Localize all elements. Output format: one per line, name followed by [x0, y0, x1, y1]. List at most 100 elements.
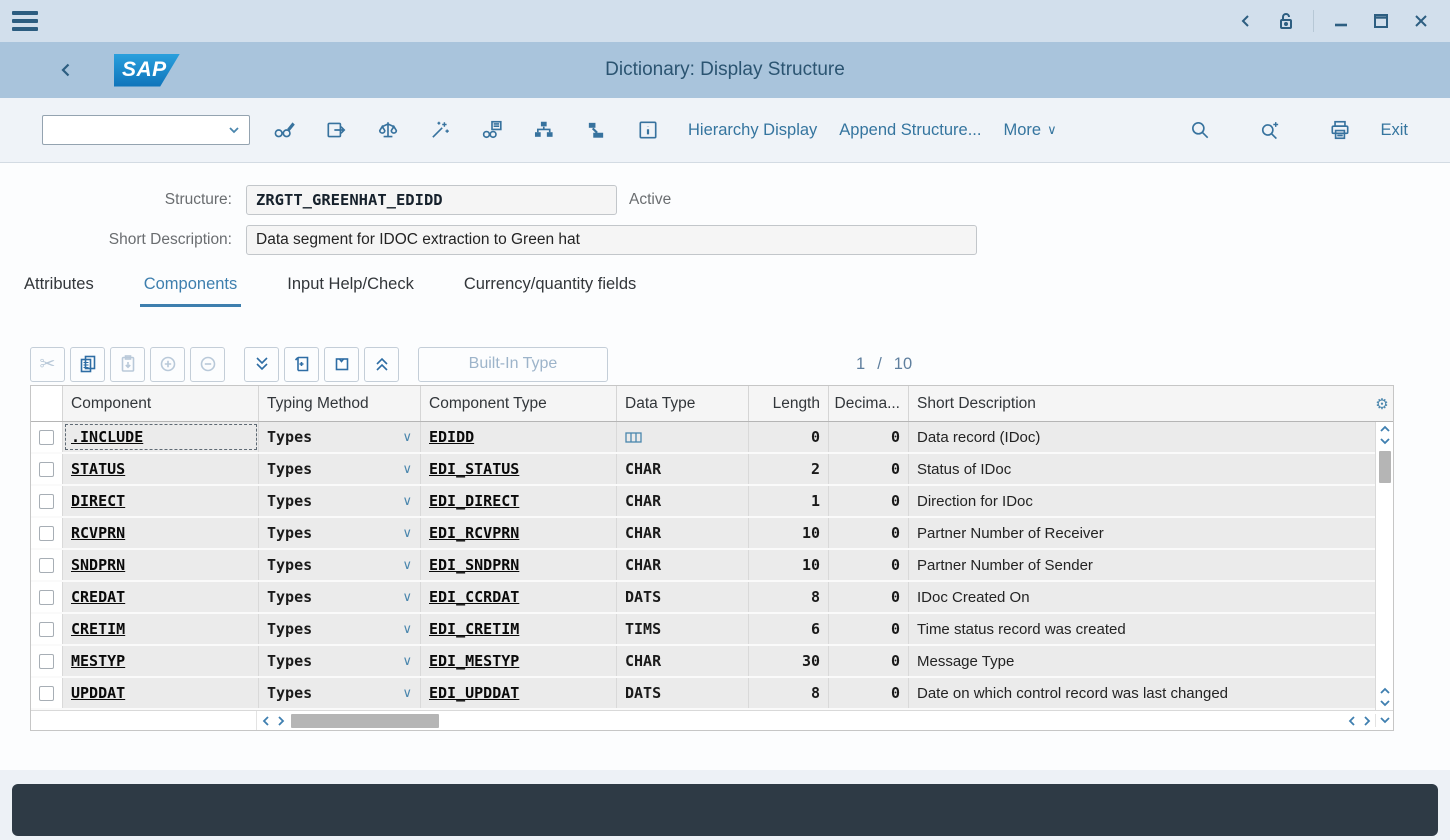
- table-row[interactable]: RCVPRN Types ∨ EDI_RCVPRN CHAR 10 0 Partn…: [31, 518, 1375, 550]
- tab-attributes[interactable]: Attributes: [24, 275, 94, 293]
- maximize-icon[interactable]: [1368, 8, 1394, 34]
- table-row[interactable]: MESTYP Types ∨ EDI_MESTYP CHAR 30 0 Messa…: [31, 646, 1375, 678]
- unlock-icon[interactable]: [1273, 8, 1299, 34]
- back-button[interactable]: [52, 56, 80, 84]
- typing-method-cell[interactable]: Types ∨: [259, 422, 421, 452]
- vertical-scrollbar[interactable]: [1375, 422, 1393, 710]
- row-checkbox[interactable]: [39, 589, 54, 605]
- more-button[interactable]: More ∨: [1003, 120, 1057, 139]
- table-settings-button[interactable]: ⚙: [1372, 386, 1392, 421]
- display-change-icon[interactable]: [266, 112, 302, 148]
- tab-input-help-check[interactable]: Input Help/Check: [287, 275, 414, 293]
- component-link[interactable]: CRETIM: [71, 620, 126, 638]
- component-link[interactable]: STATUS: [71, 460, 126, 478]
- minimize-icon[interactable]: [1328, 8, 1354, 34]
- component-link[interactable]: MESTYP: [71, 652, 126, 670]
- table-row[interactable]: CRETIM Types ∨ EDI_CRETIM TIMS 6 0 Time s…: [31, 614, 1375, 646]
- component-link[interactable]: RCVPRN: [71, 524, 126, 542]
- hierarchy-icon[interactable]: [526, 112, 562, 148]
- table-row[interactable]: STATUS Types ∨ EDI_STATUS CHAR 2 0 Status…: [31, 454, 1375, 486]
- typing-method-cell[interactable]: Types ∨: [259, 550, 421, 580]
- header-short-description[interactable]: Short Description: [917, 394, 1036, 412]
- row-checkbox[interactable]: [39, 685, 54, 701]
- scroll-down-icon[interactable]: [1377, 697, 1393, 710]
- component-link[interactable]: UPDDAT: [71, 684, 126, 702]
- row-checkbox[interactable]: [39, 429, 54, 445]
- search-icon[interactable]: [1182, 112, 1218, 148]
- print-icon[interactable]: [1322, 112, 1358, 148]
- transport-icon[interactable]: [318, 112, 354, 148]
- header-decimals[interactable]: Decima...: [829, 386, 909, 421]
- insert-row-button[interactable]: [284, 346, 319, 382]
- close-icon[interactable]: [1408, 8, 1434, 34]
- component-type-link[interactable]: EDI_STATUS: [429, 460, 520, 478]
- vertical-scroll-thumb[interactable]: [1378, 451, 1391, 483]
- command-field[interactable]: [42, 115, 250, 145]
- component-type-link[interactable]: EDI_RCVPRN: [429, 524, 520, 542]
- horizontal-scrollbar[interactable]: [31, 710, 1393, 730]
- tab-currency-quantity-fields[interactable]: Currency/quantity fields: [463, 275, 637, 293]
- component-link[interactable]: .INCLUDE: [71, 428, 144, 446]
- typing-method-cell[interactable]: Types ∨: [259, 454, 421, 484]
- horizontal-scroll-thumb[interactable]: [291, 713, 439, 728]
- header-component-type[interactable]: Component Type: [421, 386, 617, 421]
- scroll-left-icon[interactable]: [257, 714, 273, 727]
- typing-method-cell[interactable]: Types ∨: [259, 614, 421, 644]
- runtime-object-icon[interactable]: [578, 112, 614, 148]
- row-checkbox[interactable]: [39, 461, 54, 477]
- scroll-left-icon[interactable]: [1343, 714, 1359, 727]
- move-down-button[interactable]: [244, 346, 279, 382]
- component-link[interactable]: DIRECT: [71, 492, 126, 510]
- header-data-type[interactable]: Data Type: [617, 386, 749, 421]
- component-type-link[interactable]: EDIDD: [429, 428, 475, 446]
- header-length[interactable]: Length: [749, 386, 829, 421]
- table-row[interactable]: DIRECT Types ∨ EDI_DIRECT CHAR 1 0 Direct…: [31, 486, 1375, 518]
- info-icon[interactable]: [630, 112, 666, 148]
- structure-input[interactable]: ZRGTT_GREENHAT_EDIDD: [246, 185, 617, 215]
- row-checkbox[interactable]: [39, 621, 54, 637]
- tab-components[interactable]: Components: [139, 267, 242, 307]
- component-type-link[interactable]: EDI_SNDPRN: [429, 556, 520, 574]
- copy-button[interactable]: [70, 346, 105, 382]
- hierarchy-display-button[interactable]: Hierarchy Display: [688, 120, 818, 139]
- component-type-link[interactable]: EDI_CCRDAT: [429, 588, 520, 606]
- typing-method-cell[interactable]: Types ∨: [259, 486, 421, 516]
- menu-icon[interactable]: [12, 9, 42, 33]
- where-used-icon[interactable]: [474, 112, 510, 148]
- scroll-down-icon[interactable]: [1377, 714, 1393, 727]
- typing-method-cell[interactable]: Types ∨: [259, 518, 421, 548]
- row-checkbox[interactable]: [39, 557, 54, 573]
- component-type-link[interactable]: EDI_CRETIM: [429, 620, 520, 638]
- header-component[interactable]: Component: [63, 386, 259, 421]
- typing-method-cell[interactable]: Types ∨: [259, 646, 421, 676]
- table-row[interactable]: UPDDAT Types ∨ EDI_UPDDAT DATS 8 0 Date o…: [31, 678, 1375, 710]
- short-description-input[interactable]: Data segment for IDOC extraction to Gree…: [246, 225, 977, 255]
- check-scales-icon[interactable]: [370, 112, 406, 148]
- component-link[interactable]: CREDAT: [71, 588, 126, 606]
- row-checkbox[interactable]: [39, 525, 54, 541]
- builtin-type-button[interactable]: Built-In Type: [418, 346, 608, 382]
- table-row[interactable]: CREDAT Types ∨ EDI_CCRDAT DATS 8 0 IDoc C…: [31, 582, 1375, 614]
- scroll-right-icon[interactable]: [1359, 714, 1375, 727]
- paste-button[interactable]: [110, 346, 145, 382]
- row-checkbox[interactable]: [39, 493, 54, 509]
- exit-button[interactable]: Exit: [1380, 120, 1408, 139]
- scroll-right-icon[interactable]: [273, 714, 289, 727]
- activate-wand-icon[interactable]: [422, 112, 458, 148]
- scroll-up-icon[interactable]: [1377, 684, 1393, 697]
- move-up-button[interactable]: [364, 346, 399, 382]
- row-checkbox[interactable]: [39, 653, 54, 669]
- component-type-link[interactable]: EDI_UPDDAT: [429, 684, 520, 702]
- header-typing-method[interactable]: Typing Method: [259, 386, 421, 421]
- component-type-link[interactable]: EDI_DIRECT: [429, 492, 520, 510]
- table-row[interactable]: SNDPRN Types ∨ EDI_SNDPRN CHAR 10 0 Partn…: [31, 550, 1375, 582]
- insert-button[interactable]: [150, 346, 185, 382]
- back-chevron-icon[interactable]: [1233, 8, 1259, 34]
- table-row[interactable]: .INCLUDE Types ∨ EDIDD 0 0 Data record (I…: [31, 422, 1375, 454]
- typing-method-cell[interactable]: Types ∨: [259, 678, 421, 708]
- scroll-up-icon[interactable]: [1377, 422, 1393, 435]
- append-structure-button[interactable]: Append Structure...: [839, 120, 982, 139]
- delete-row-button[interactable]: [324, 346, 359, 382]
- component-link[interactable]: SNDPRN: [71, 556, 126, 574]
- delete-button[interactable]: [190, 346, 225, 382]
